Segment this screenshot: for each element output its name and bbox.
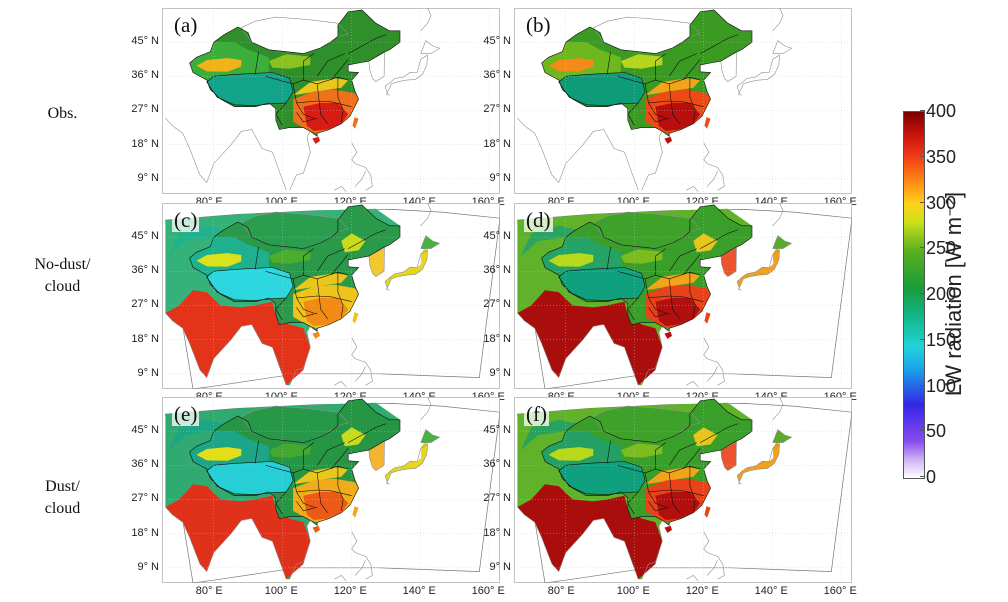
map-panel-b: (b) 45° N 36° N 27° N 18° N 9° N 80° E 100° E 12… xyxy=(483,8,857,208)
panel-label: (a) xyxy=(172,13,200,37)
row-label-dust-cloud: Dust/ cloud xyxy=(44,478,81,517)
panel-label: (d) xyxy=(524,208,553,232)
colorbar xyxy=(903,111,925,479)
map-canvas xyxy=(514,397,852,583)
lon-tick-label: 120° E xyxy=(333,585,367,597)
map-canvas xyxy=(514,8,852,194)
lat-tick-label: 18° N xyxy=(483,332,511,345)
colorbar-tick-label: 0 xyxy=(919,467,937,487)
colorbar-tick-label: 250 xyxy=(919,238,957,259)
colorbar-tick-label: 50 xyxy=(919,421,947,442)
lat-tick-label: 27° N xyxy=(131,298,159,311)
lat-tick-label: 45° N xyxy=(131,230,159,243)
panel-label: (b) xyxy=(524,13,553,37)
lon-tick-label: 140° E xyxy=(754,585,788,597)
map-panel-f: (f) 45° N 36° N 27° N 18° N 9° N 80° E 100° E 12… xyxy=(483,397,857,597)
colorbar-tick-label: 100 xyxy=(919,375,957,396)
colorbar-tick-label: 200 xyxy=(919,284,957,304)
lat-tick-label: 27° N xyxy=(483,103,511,116)
lat-tick-label: 36° N xyxy=(131,458,159,471)
lat-tick-label: 27° N xyxy=(131,103,159,116)
row-label-obs: Obs. xyxy=(47,105,78,122)
lat-tick-label: 18° N xyxy=(131,137,159,150)
panel-label: (c) xyxy=(172,208,200,232)
map-canvas xyxy=(162,8,500,194)
lon-tick-label: 120° E xyxy=(685,585,719,597)
lat-tick-label: 9° N xyxy=(137,560,159,573)
lon-tick-label: 100° E xyxy=(616,585,650,597)
lat-tick-label: 45° N xyxy=(131,424,159,437)
map-canvas xyxy=(162,203,500,389)
colorbar-tick-label: 350 xyxy=(919,146,957,167)
lat-tick-label: 18° N xyxy=(483,526,511,539)
lat-tick-label: 36° N xyxy=(131,69,159,82)
lat-tick-label: 9° N xyxy=(489,171,511,184)
lat-tick-label: 36° N xyxy=(483,458,511,471)
colorbar-tick-label: 300 xyxy=(919,192,957,213)
lat-tick-label: 9° N xyxy=(489,560,511,573)
lat-tick-label: 9° N xyxy=(137,366,159,379)
lon-tick-label: 160° E xyxy=(471,585,505,597)
lat-tick-label: 36° N xyxy=(483,264,511,277)
lat-tick-label: 45° N xyxy=(131,35,159,48)
map-panel-e: (e) 45° N 36° N 27° N 18° N 9° N 80° E 100° E 12… xyxy=(131,397,505,597)
panel-label: (f) xyxy=(524,402,549,426)
lat-tick-label: 9° N xyxy=(489,366,511,379)
lat-tick-label: 27° N xyxy=(131,492,159,505)
row-label-no-dust-cloud: No-dust/ cloud xyxy=(34,256,91,295)
lat-tick-label: 27° N xyxy=(483,298,511,311)
colorbar-tick-label: 400 xyxy=(919,101,957,121)
map-canvas xyxy=(162,397,500,583)
lat-tick-label: 27° N xyxy=(483,492,511,505)
map-canvas xyxy=(514,203,852,389)
lon-tick-label: 140° E xyxy=(402,585,436,597)
lat-tick-label: 45° N xyxy=(483,230,511,243)
lat-tick-label: 18° N xyxy=(131,332,159,345)
lon-tick-label: 100° E xyxy=(264,585,298,597)
lon-tick-label: 80° E xyxy=(195,585,223,597)
lat-tick-label: 9° N xyxy=(137,171,159,184)
lat-tick-label: 36° N xyxy=(131,264,159,277)
lat-tick-label: 18° N xyxy=(483,137,511,150)
map-panel-a: (a) 45° N 36° N 27° N 18° N 9° N 80° E 100° E 12… xyxy=(131,8,505,208)
panel-label: (e) xyxy=(172,402,200,426)
lat-tick-label: 18° N xyxy=(131,526,159,539)
lat-tick-label: 36° N xyxy=(483,69,511,82)
lat-tick-label: 45° N xyxy=(483,35,511,48)
lon-tick-label: 160° E xyxy=(823,585,857,597)
lat-tick-label: 45° N xyxy=(483,424,511,437)
lon-tick-label: 80° E xyxy=(547,585,575,597)
colorbar-tick-label: 150 xyxy=(919,329,957,350)
